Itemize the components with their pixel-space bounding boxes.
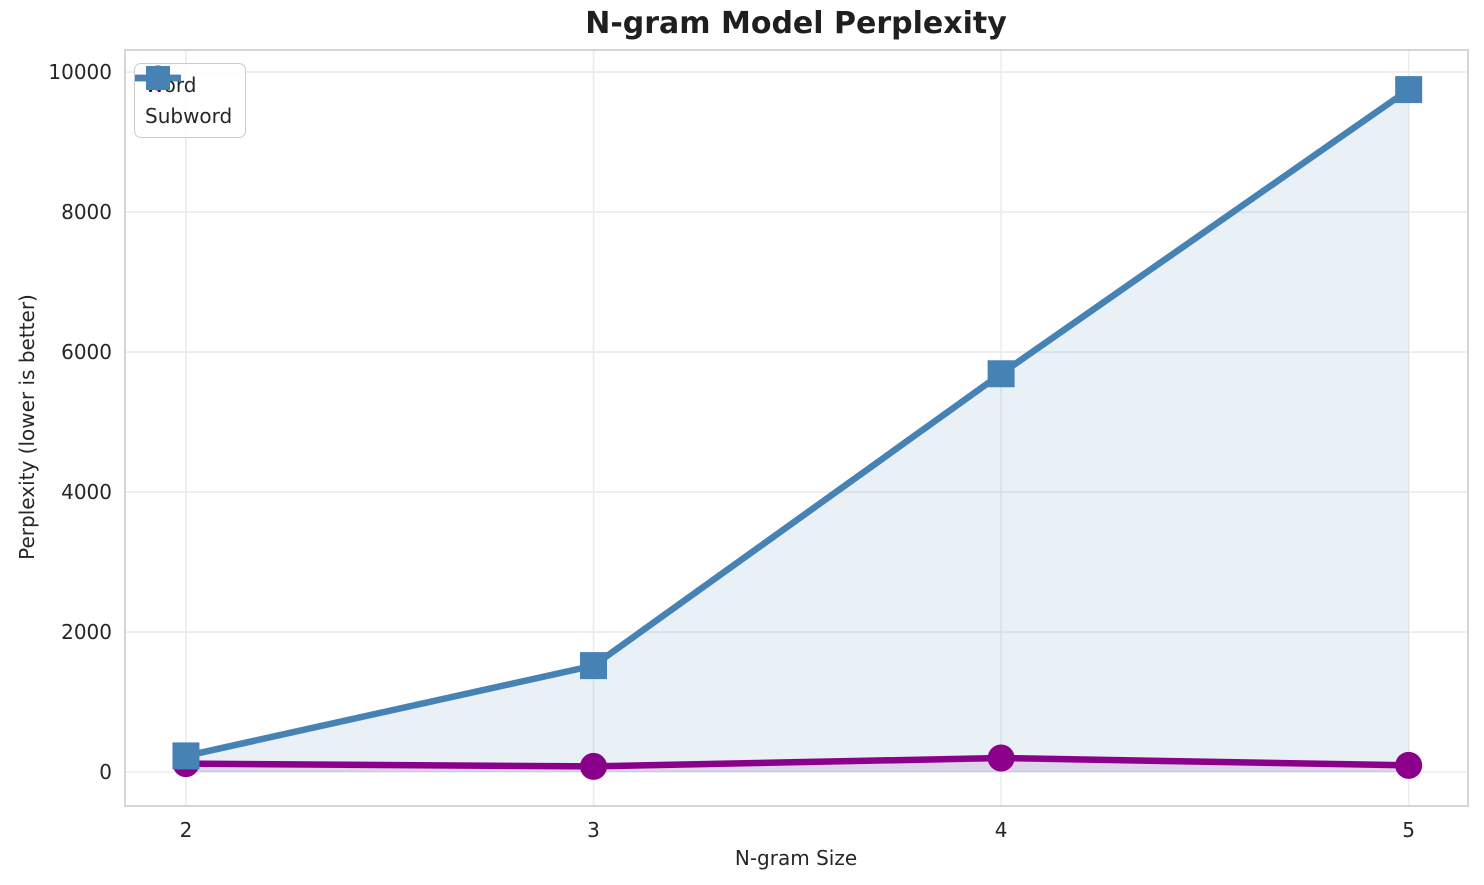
- legend-marker-square-icon: [135, 66, 181, 90]
- plot-area: Word Subword: [124, 49, 1469, 807]
- y-tick-label: 2000: [61, 620, 112, 645]
- marker-square-subword: [1395, 76, 1423, 104]
- y-tick-label: 6000: [61, 340, 112, 365]
- marker-square-subword: [580, 652, 608, 680]
- area-fill-subword: [185, 89, 1409, 773]
- y-tick-label: 10000: [48, 60, 112, 85]
- y-tick-label: 4000: [61, 480, 112, 505]
- x-tick-label: 4: [994, 818, 1008, 842]
- legend: Word Subword: [134, 63, 247, 138]
- marker-circle-word: [1395, 751, 1423, 779]
- marker-square-subword: [987, 360, 1015, 388]
- y-tick-label: 0: [99, 760, 112, 784]
- axes-border: [124, 49, 1469, 807]
- chart-canvas: [124, 49, 1469, 807]
- marker-square-subword: [172, 742, 200, 770]
- legend-item-subword: Subword: [135, 66, 233, 130]
- x-axis-label: N-gram Size: [734, 846, 858, 870]
- chart-title: N-gram Model Perplexity: [585, 6, 1007, 41]
- line-subword: [182, 86, 1412, 760]
- x-tick-label: 5: [1402, 818, 1416, 842]
- marker-circle-word: [987, 744, 1015, 772]
- y-axis-label: Perplexity (lower is better): [15, 294, 39, 560]
- y-tick-label: 8000: [61, 200, 112, 225]
- legend-label: Subword: [145, 104, 233, 128]
- line-word: [182, 754, 1412, 770]
- x-tick-label: 3: [587, 818, 600, 842]
- x-tick-label: 2: [179, 818, 193, 842]
- marker-circle-word: [580, 752, 608, 780]
